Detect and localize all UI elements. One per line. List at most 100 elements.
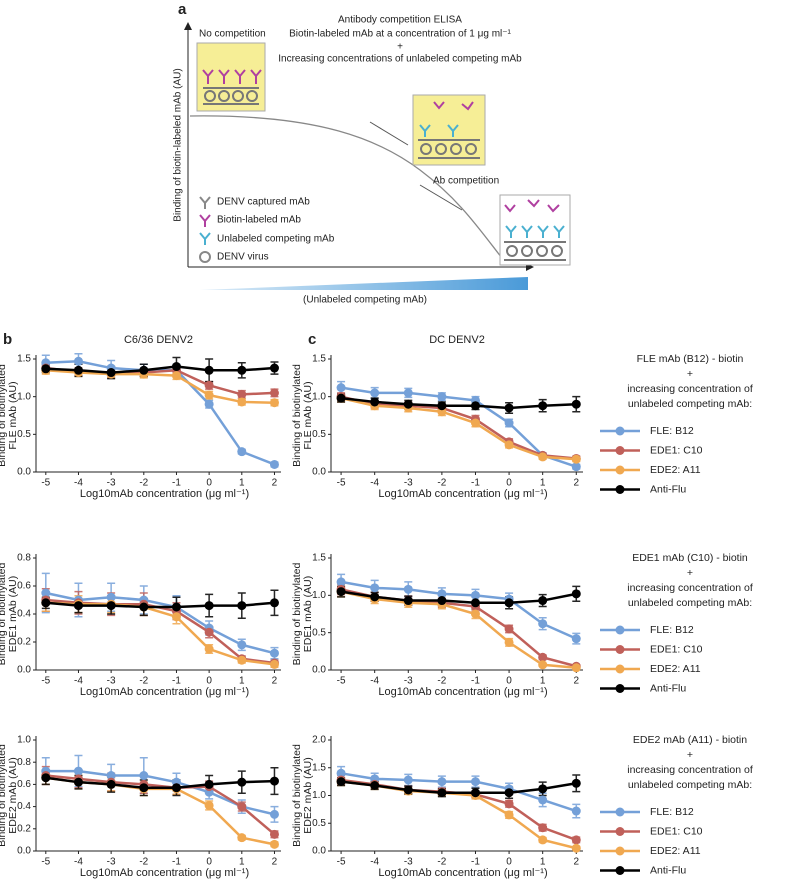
legend-swatch [615,807,625,817]
x-tick-label: -2 [139,676,148,687]
data-point [237,802,247,812]
data-point [437,401,447,411]
data-point [504,418,514,428]
data-point [571,589,581,599]
data-point [336,777,346,787]
data-point [538,835,548,845]
x-tick-label: 1 [540,857,546,868]
series-line [45,776,275,789]
y-tick-label: 0.5 [312,818,326,829]
data-point [237,777,247,787]
data-point [41,588,51,598]
data-point [139,771,149,781]
arrow [369,121,409,146]
data-point [437,788,447,798]
series-line [340,580,577,640]
data-point [237,655,247,665]
schematic-title: Increasing concentrations of unlabeled c… [278,54,522,65]
data-point [336,383,346,393]
x-label: Log10mAb concentration (μg ml⁻¹) [80,867,249,879]
x-tick-label: -1 [172,676,181,687]
data-point [571,778,581,788]
y-label: Binding of biotin-labeled mAb (AU) [173,68,184,221]
series-line [340,395,577,460]
data-point [204,399,214,409]
series-line [45,369,275,404]
data-point [504,799,514,809]
x-tick-label: 2 [272,676,278,687]
legend-label: FLE: B12 [650,624,694,636]
y-tick-label: 0.5 [17,429,31,440]
legend-label: FLE: B12 [650,806,694,818]
y-tick-label: 0.0 [17,467,31,478]
x-tick-label: -3 [404,676,413,687]
y-label: EDE1 mAb (AU) [7,576,19,652]
legend-swatch [615,426,625,436]
y-tick-label: 1.5 [17,354,31,365]
schematic-title: Antibody competition ELISA [338,15,462,26]
data-point [538,619,548,629]
x-tick-label: -1 [471,478,480,489]
y-tick-label: 0.0 [312,846,326,857]
x-tick-label: -5 [337,676,346,687]
legend-label: EDE1: C10 [650,444,703,456]
data-point [437,596,447,606]
data-point [106,368,116,378]
data-point [269,398,279,408]
data-point [504,788,514,798]
x-tick-label: -3 [107,857,116,868]
y-tick-label: 0.2 [17,823,31,834]
data-point [571,454,581,464]
data-point [403,584,413,594]
data-point [237,389,247,399]
x-tick-label: 0 [506,676,512,687]
panel-label: c [308,331,316,348]
legend-title: + [687,567,693,579]
data-point [571,462,581,472]
data-point [269,659,279,669]
y-tick-label: 0.2 [17,637,31,648]
legend-swatch [615,846,625,856]
x-tick-label: -1 [471,676,480,687]
legend-label: Biotin-labeled mAb [217,215,301,226]
series-line [45,365,275,374]
panel-label: b [3,331,12,348]
data-point [571,806,581,816]
series-line [340,772,577,813]
legend-title: EDE2 mAb (A11) - biotin [633,734,747,746]
x-label: Log10mAb concentration (μg ml⁻¹) [378,867,547,879]
x-tick-label: 0 [206,676,212,687]
data-point [73,601,83,611]
curve [189,115,506,263]
data-point [504,403,514,413]
x-tick-label: 1 [239,857,245,868]
x-tick-label: -3 [107,676,116,687]
x-tick-label: -3 [107,478,116,489]
data-point [269,809,279,819]
data-point [437,392,447,402]
y-label: FLE mAb (AU) [302,381,314,449]
series-line [340,590,577,605]
legend-title: EDE1 mAb (C10) - biotin [632,552,748,564]
x-tick-label: 1 [540,676,546,687]
series-line [340,780,577,794]
data-point [571,843,581,853]
legend-label: DENV captured mAb [217,197,310,208]
legend-title: unlabeled competing mAb: [628,597,752,609]
x-tick-label: -2 [139,478,148,489]
legend-label: Anti-Flu [650,682,686,694]
y-tick-label: 0.0 [312,665,326,676]
x-tick-label: -5 [41,857,50,868]
data-point [204,365,214,375]
legend-label: EDE2: A11 [650,464,701,476]
x-tick-label: 2 [272,478,278,489]
data-point [73,365,83,375]
data-point [237,365,247,375]
legend-label: EDE1: C10 [650,825,703,837]
legend-title: FLE mAb (B12) - biotin [637,353,744,365]
data-point [73,356,83,366]
legend-swatch [615,866,625,875]
data-point [237,447,247,457]
y-tick-label: 0.8 [17,757,31,768]
data-point [269,598,279,608]
